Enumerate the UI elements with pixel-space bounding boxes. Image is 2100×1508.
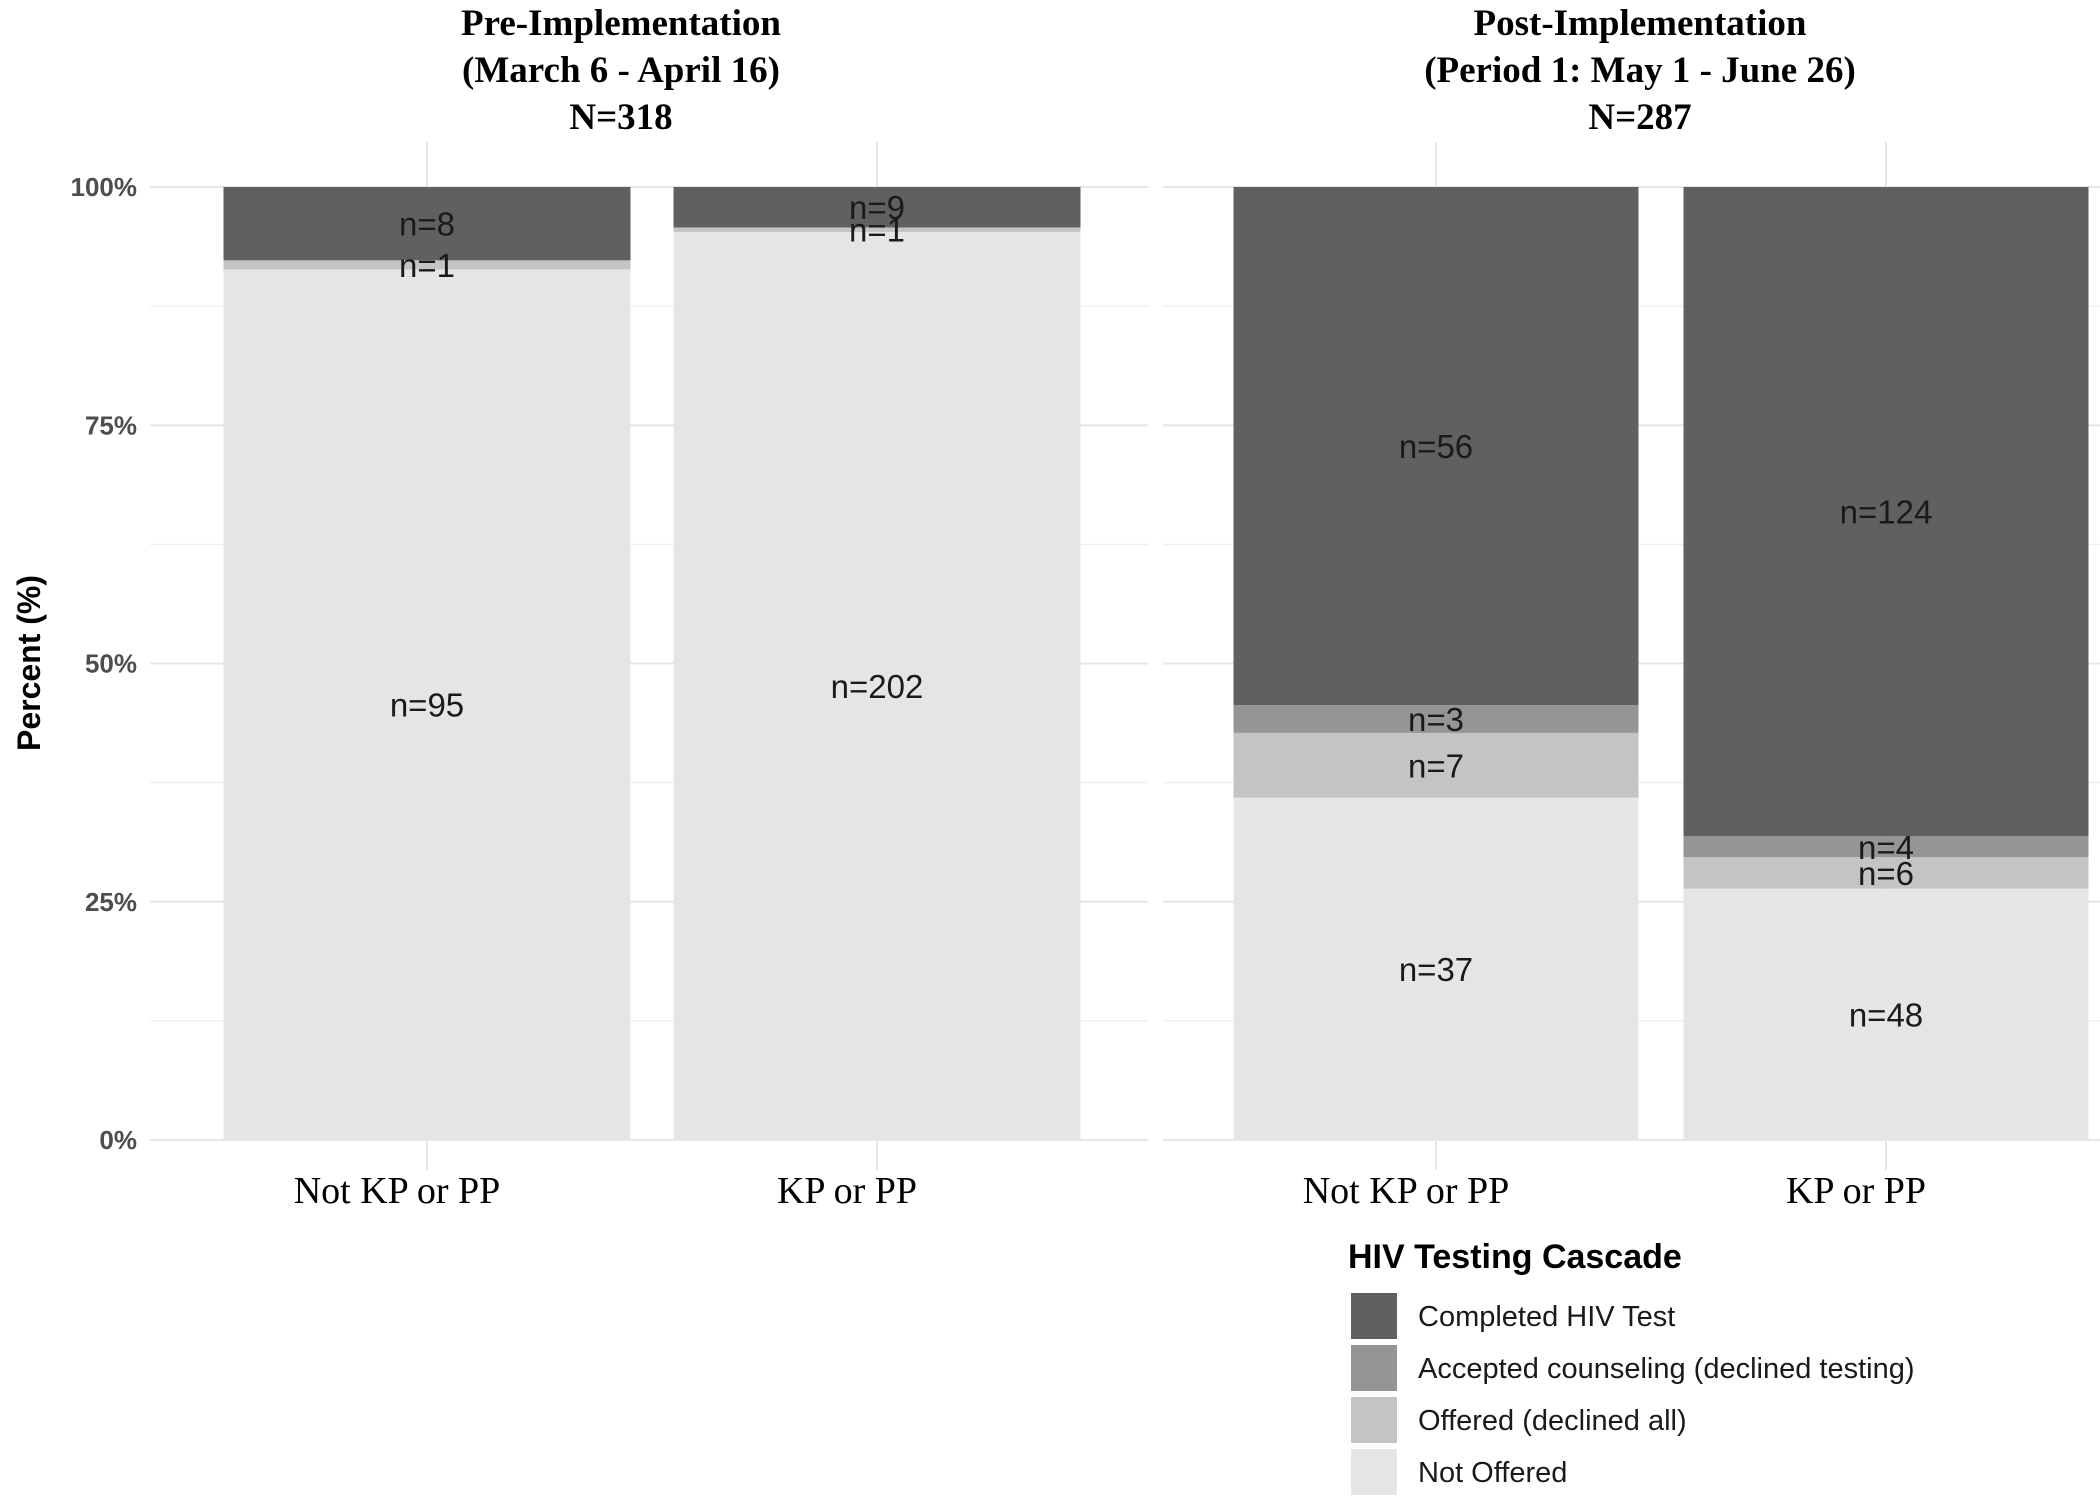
bar-segment: [1233, 187, 1639, 706]
legend-label: Not Offered: [1418, 1457, 1567, 1489]
bar-segment-label: n=37: [1399, 951, 1473, 988]
y-tick-label: 75%: [85, 410, 137, 440]
bar-stack: n=48 n=6n=4 n=124: [1683, 187, 2089, 1140]
bar-segment: [1683, 187, 2089, 837]
x-tick-label: Not KP or PP: [294, 1170, 501, 1212]
legend-swatch: [1351, 1293, 1397, 1339]
bar-segment: [673, 227, 1081, 232]
x-axis-ticks: Not KP or PP KP or PP Not KP or PP KP or PP: [294, 1170, 1926, 1212]
x-tick-label: Not KP or PP: [1303, 1170, 1510, 1212]
bar-segment: [1233, 705, 1639, 733]
legend-item: Accepted counseling (declined testing): [1351, 1345, 1915, 1391]
bar-segment: [1683, 857, 2089, 889]
bar-segment-label: n=3: [1408, 701, 1464, 738]
panel-title-line-2: (Period 1: May 1 - June 26): [1424, 50, 1856, 91]
bar-stack: n=37 n=7 n=3 n=56: [1233, 187, 1639, 1140]
y-tick-label: 100%: [71, 172, 138, 202]
y-axis-ticks: 0% 25% 50% 75% 100%: [71, 172, 138, 1155]
bar-segment: [1233, 732, 1639, 798]
bar-segment-label: n=124: [1840, 494, 1933, 531]
panel-title-line-1: Pre-Implementation: [461, 3, 781, 44]
legend-swatch: [1351, 1345, 1397, 1391]
y-tick-label: 50%: [85, 649, 137, 679]
panel-title-line-2: (March 6 - April 16): [462, 50, 780, 91]
panel-pre-implementation: Pre-Implementation (March 6 - April 16) …: [461, 3, 781, 138]
x-tick-label: KP or PP: [1786, 1170, 1926, 1212]
legend: HIV Testing Cascade Completed HIV Test Ac…: [1348, 1238, 1915, 1495]
legend-swatch: [1351, 1397, 1397, 1443]
panel-title-line-3: N=287: [1588, 97, 1691, 138]
bar-segment: [1233, 797, 1639, 1140]
bar-segment-label: n=8: [399, 206, 455, 243]
legend-item: Offered (declined all): [1351, 1397, 1687, 1443]
bar-segment-label: n=7: [1408, 747, 1464, 784]
legend-label: Accepted counseling (declined testing): [1418, 1353, 1915, 1385]
bar-segment-label: n=95: [390, 687, 464, 724]
legend-swatch: [1351, 1449, 1397, 1495]
bar-segment-label: n=9: [849, 189, 905, 226]
y-tick-label: 0%: [99, 1125, 137, 1155]
bar-segment-label: n=1: [849, 212, 905, 249]
bar-segment-label: n=4: [1858, 829, 1914, 866]
panel-post-implementation: Post-Implementation (Period 1: May 1 - J…: [1424, 3, 1856, 138]
y-tick-label: 25%: [85, 887, 137, 917]
bar-segment: [223, 269, 631, 1140]
panel-title-line-1: Post-Implementation: [1474, 3, 1807, 44]
bar-segment-label: n=6: [1858, 855, 1914, 892]
bar-segment: [673, 231, 1081, 1141]
legend-label: Offered (declined all): [1418, 1405, 1687, 1437]
bar-segment-label: n=56: [1399, 428, 1473, 465]
legend-title: HIV Testing Cascade: [1348, 1238, 1682, 1276]
bar-segment-label: n=48: [1849, 996, 1923, 1033]
bar-segment-label: n=1: [399, 247, 455, 284]
bar-segment: [673, 187, 1081, 228]
y-axis-title: Percent (%): [11, 575, 47, 751]
legend-label: Completed HIV Test: [1418, 1301, 1675, 1333]
bar-segment: [1683, 836, 2089, 858]
bar-stack: n=202 n=1n=9: [673, 187, 1081, 1141]
panel-title-line-3: N=318: [569, 97, 672, 138]
legend-item: Not Offered: [1351, 1449, 1567, 1495]
bar-segment: [223, 260, 631, 270]
bars: n=95n=1n=8n=202n=1n=9n=37n=7n=3n=56n=48n…: [223, 187, 2089, 1141]
legend-item: Completed HIV Test: [1351, 1293, 1675, 1339]
bar-segment: [223, 187, 631, 261]
bar-stack: n=95 n=1 n=8: [223, 187, 631, 1140]
bar-segment: [1683, 888, 2089, 1140]
bar-segment-label: n=202: [831, 668, 924, 705]
x-tick-label: KP or PP: [777, 1170, 917, 1212]
